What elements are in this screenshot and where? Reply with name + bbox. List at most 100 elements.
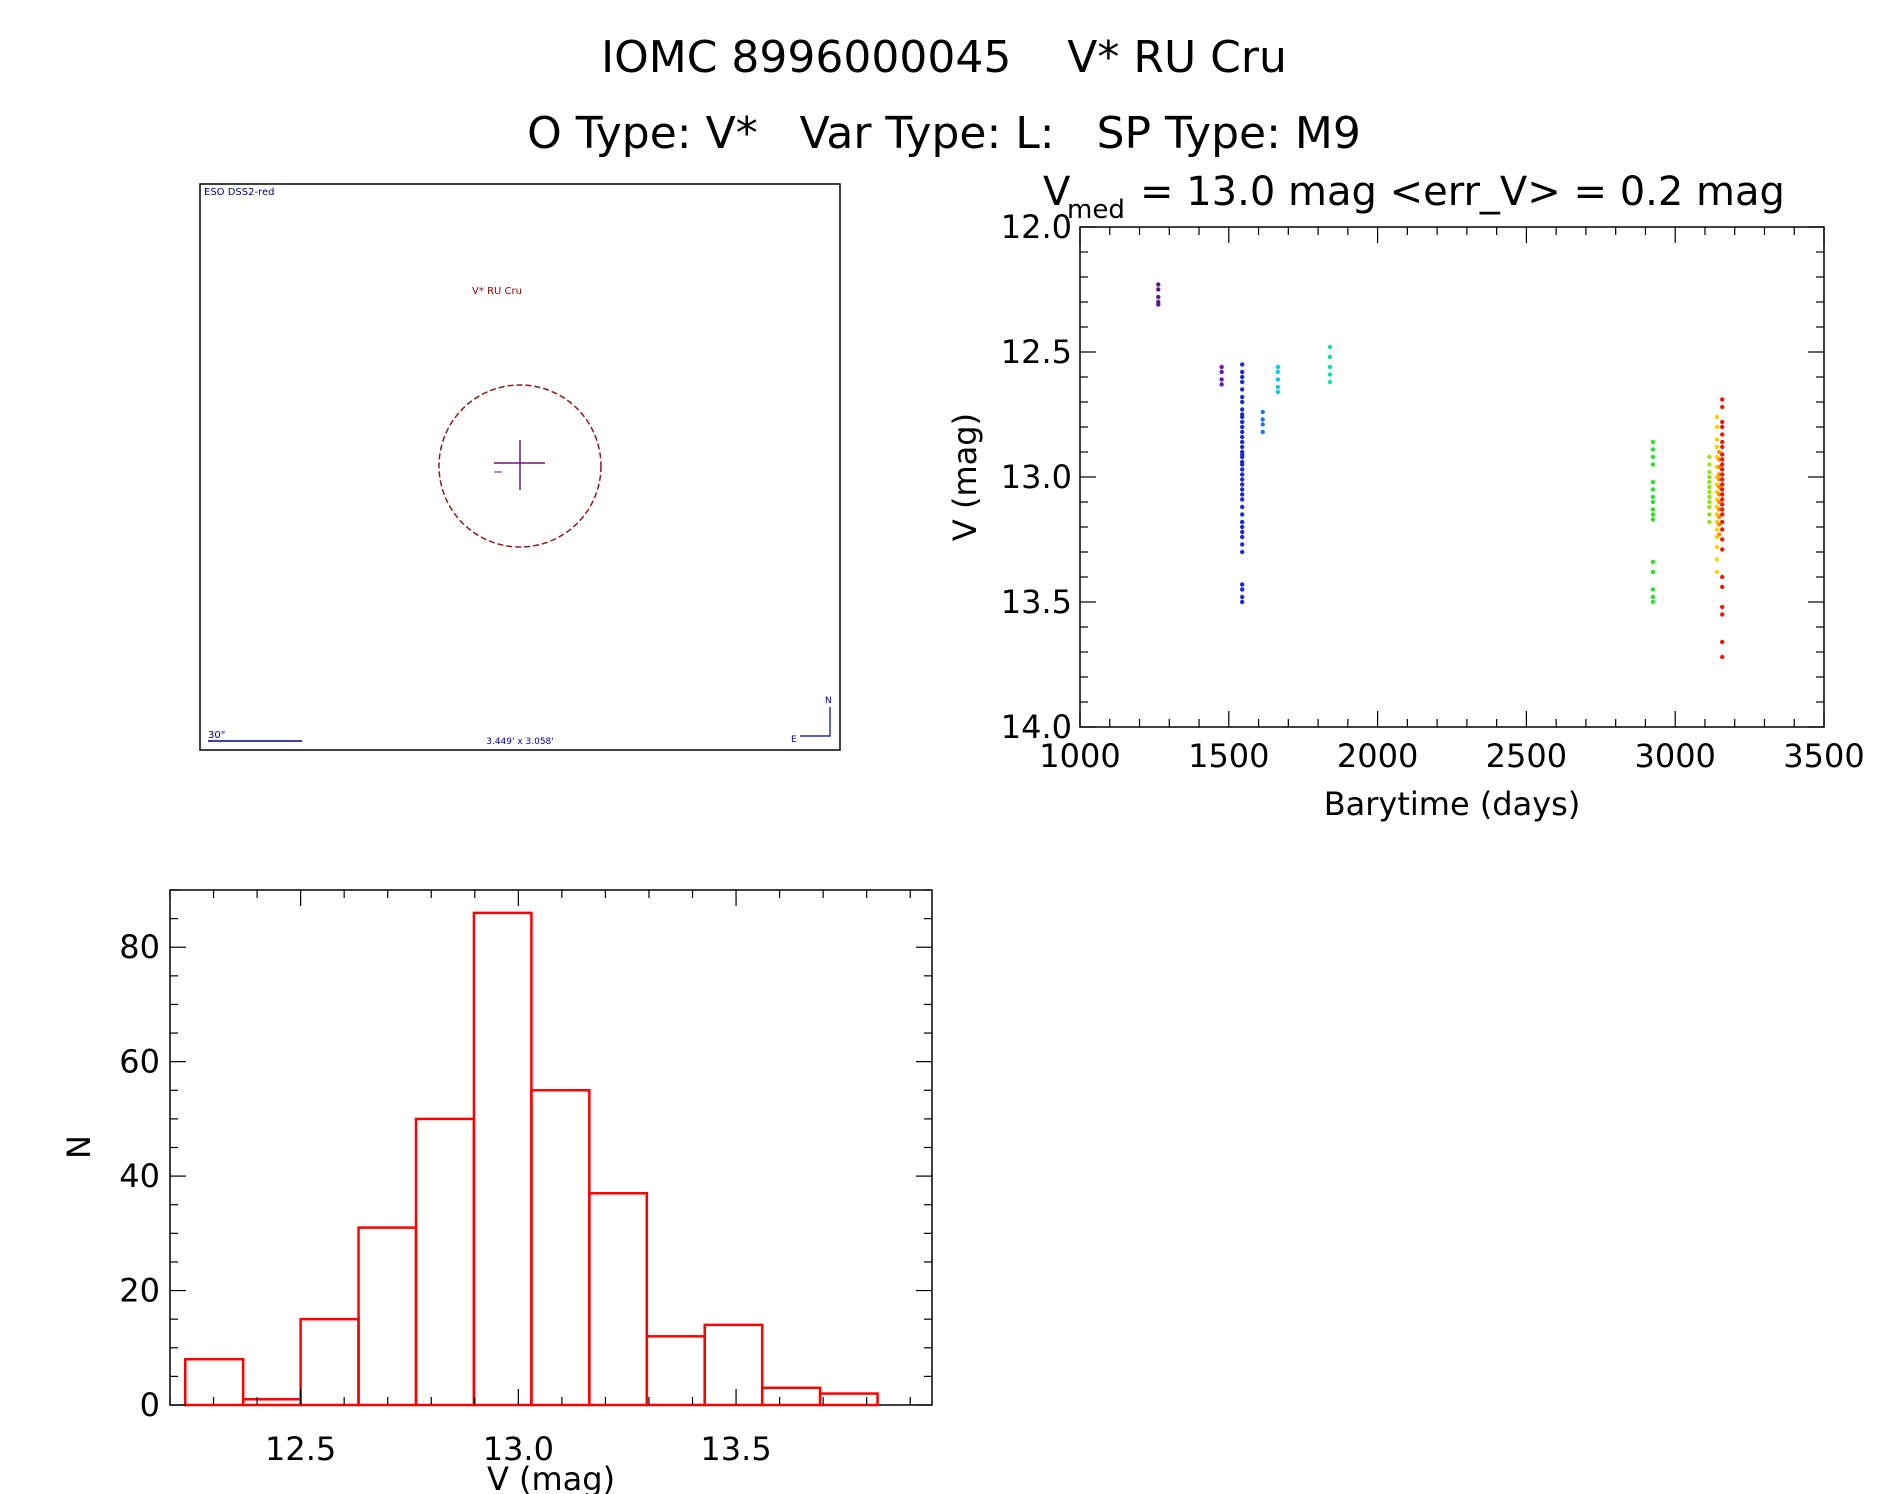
histogram-bar: [760, 1386, 822, 1407]
lightcurve-ylabel: V (mag): [946, 413, 984, 541]
data-point: [1720, 457, 1725, 462]
data-point: [1239, 467, 1245, 472]
histogram-bar: [645, 1335, 706, 1407]
y-tick-label: 40: [119, 1157, 160, 1195]
data-point: [1239, 419, 1245, 425]
histogram-plot-frame: [169, 889, 933, 1406]
y-tick-label: 12.0: [1001, 208, 1072, 246]
data-point: [1720, 507, 1725, 512]
figure-title: IOMC 8996000045 V* RU Cru: [601, 32, 1287, 83]
finder-object-label: V* RU Cru: [472, 286, 522, 297]
data-point: [1720, 487, 1725, 492]
data-point: [1239, 524, 1245, 530]
compass-north-label: N: [825, 696, 832, 706]
data-point: [1720, 444, 1725, 450]
histogram-bar: [588, 1192, 649, 1407]
data-point: [1717, 532, 1722, 537]
data-point: [1717, 449, 1722, 455]
data-point: [1219, 377, 1224, 382]
data-point: [1239, 492, 1245, 497]
data-point: [1717, 464, 1722, 470]
data-point: [1714, 569, 1720, 575]
data-point: [1707, 462, 1712, 467]
data-point: [1720, 424, 1725, 430]
lightcurve-title-rest: = 13.0 mag <err_V> = 0.2 mag: [1140, 169, 1785, 215]
finder-survey-label: ESO DSS2-red: [204, 187, 274, 198]
histogram-bar: [241, 1398, 302, 1407]
data-point: [1707, 499, 1712, 505]
data-point: [1239, 387, 1245, 392]
data-point: [1707, 479, 1712, 485]
data-point: [1327, 364, 1333, 370]
data-point: [1650, 499, 1656, 505]
lightcurve-title-sub: med: [1067, 195, 1125, 225]
finder-chart: ESO DSS2-red V* RU Cru 30" 3.449' x 3.05…: [199, 183, 841, 751]
data-point: [1239, 414, 1245, 420]
data-point: [1239, 379, 1245, 385]
data-point: [1707, 512, 1712, 517]
data-point: [1720, 527, 1725, 532]
x-tick-label: 13.0: [483, 1430, 554, 1468]
data-point: [1720, 497, 1725, 502]
data-point: [1720, 512, 1725, 517]
histogram-bar: [472, 911, 533, 1407]
data-point: [1714, 424, 1720, 430]
data-point: [1720, 519, 1725, 525]
x-tick-label: 3000: [1634, 737, 1715, 775]
data-point: [1650, 559, 1656, 565]
histogram-bar: [530, 1089, 591, 1407]
data-point: [1275, 384, 1281, 390]
data-point: [1239, 487, 1245, 492]
data-point: [1650, 507, 1656, 512]
data-point: [1156, 287, 1161, 292]
data-point: [1650, 587, 1656, 592]
data-point: [1720, 639, 1725, 645]
data-point: [1239, 587, 1245, 592]
data-point: [1156, 294, 1161, 300]
x-tick-label: 12.5: [265, 1430, 336, 1468]
data-point: [1714, 414, 1720, 420]
data-point: [1239, 504, 1245, 510]
compass-east-label: E: [791, 735, 797, 745]
data-point: [1720, 502, 1725, 507]
x-tick-label: 13.5: [700, 1430, 771, 1468]
data-point: [1239, 582, 1245, 587]
finder-scale-label: 30": [208, 730, 225, 741]
x-tick-label: 2000: [1337, 737, 1418, 775]
data-point: [1720, 462, 1725, 467]
data-point: [1717, 522, 1722, 527]
data-point: [1650, 599, 1656, 605]
data-point: [1707, 494, 1712, 500]
data-point: [1239, 529, 1245, 535]
data-point: [1327, 344, 1333, 350]
data-point: [1650, 447, 1656, 452]
data-point: [1650, 454, 1656, 460]
data-point: [1714, 444, 1720, 450]
data-point: [1650, 494, 1656, 500]
histogram-ticks: [169, 889, 932, 1406]
lightcurve-y-tick-labels: 12.0 12.5 13.0 13.5 14.0: [1001, 208, 1072, 746]
data-point: [1650, 439, 1656, 445]
figure-subtitle: O Type: V* Var Type: L: SP Type: M9: [527, 108, 1361, 159]
data-point: [1239, 369, 1245, 375]
data-point: [1707, 454, 1712, 460]
data-point: [1239, 399, 1245, 405]
data-point: [1650, 512, 1656, 517]
histogram-bar: [703, 1323, 764, 1407]
data-point: [1720, 419, 1725, 425]
data-point: [1219, 369, 1224, 375]
data-point: [1239, 462, 1245, 467]
y-tick-label: 60: [119, 1043, 160, 1081]
data-point: [1720, 397, 1725, 402]
data-point: [1239, 452, 1245, 457]
compass-icon: [800, 707, 831, 737]
data-point: [1239, 429, 1245, 435]
lightcurve-ticks: [1079, 226, 1825, 728]
data-point: [1275, 369, 1281, 375]
data-point: [1239, 599, 1245, 605]
data-point: [1239, 362, 1245, 367]
data-point: [1650, 462, 1656, 467]
data-point: [1239, 394, 1245, 400]
histogram-bar: [818, 1392, 879, 1407]
